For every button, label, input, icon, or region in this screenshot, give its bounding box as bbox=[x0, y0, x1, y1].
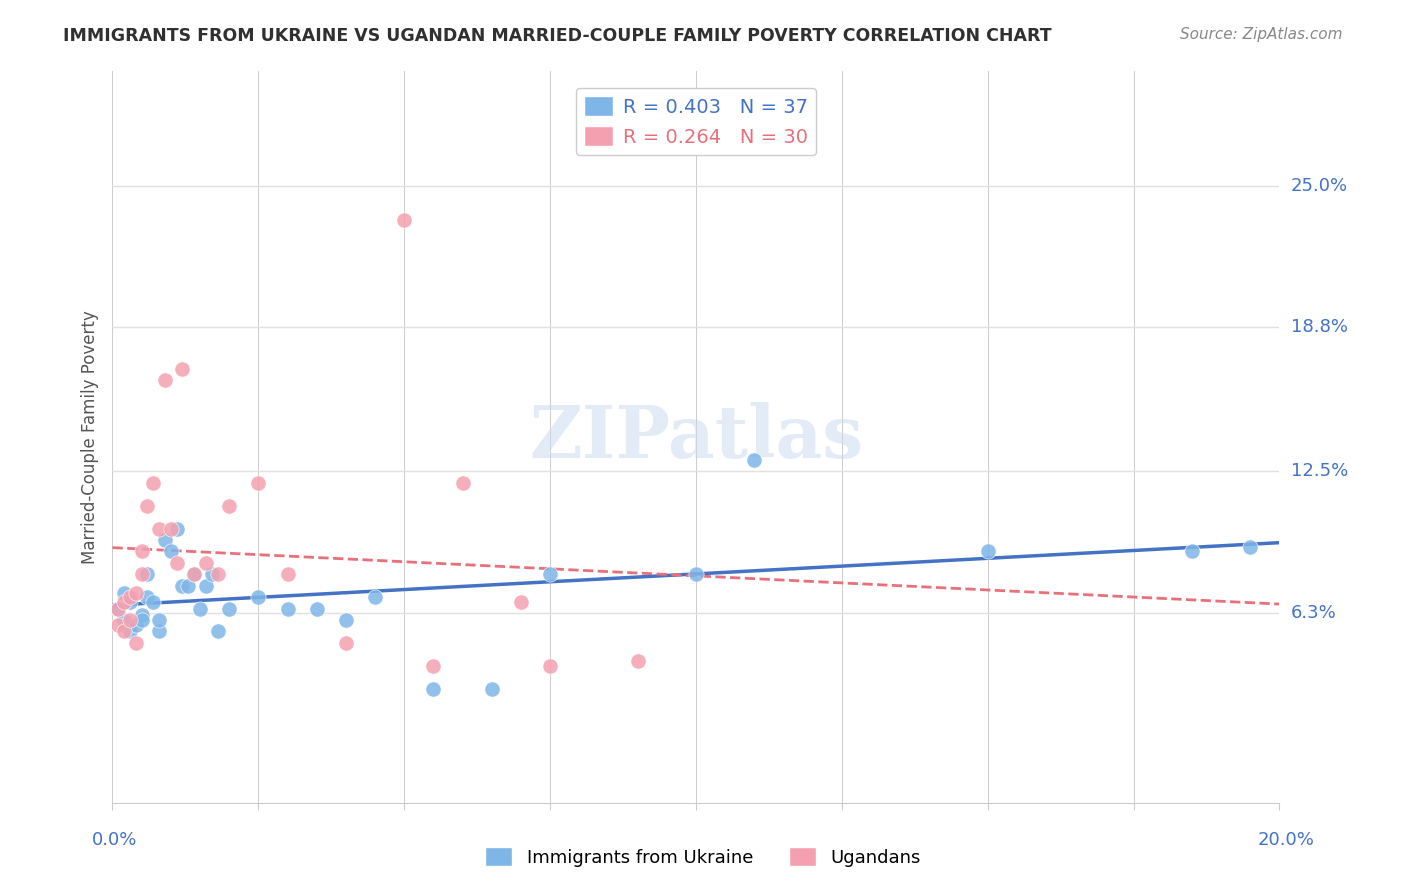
Point bbox=[194, 556, 217, 570]
Point bbox=[422, 681, 444, 696]
Point bbox=[538, 567, 561, 582]
Point bbox=[136, 567, 159, 582]
Point bbox=[451, 475, 474, 490]
Point bbox=[742, 453, 765, 467]
Point bbox=[177, 579, 200, 593]
Text: 6.3%: 6.3% bbox=[1291, 604, 1336, 622]
Point bbox=[112, 594, 135, 608]
Legend: Immigrants from Ukraine, Ugandans: Immigrants from Ukraine, Ugandans bbox=[478, 840, 928, 874]
Point bbox=[1239, 540, 1261, 554]
Point bbox=[188, 601, 211, 615]
Point bbox=[125, 617, 148, 632]
Point bbox=[194, 579, 217, 593]
Point bbox=[976, 544, 998, 558]
Point bbox=[131, 567, 153, 582]
Point bbox=[112, 613, 135, 627]
Point bbox=[112, 624, 135, 639]
Point bbox=[1181, 544, 1204, 558]
Point bbox=[335, 613, 357, 627]
Point bbox=[247, 475, 270, 490]
Point bbox=[172, 579, 194, 593]
Point bbox=[112, 585, 135, 599]
Point bbox=[131, 613, 153, 627]
Text: 12.5%: 12.5% bbox=[1291, 462, 1348, 481]
Point bbox=[148, 624, 170, 639]
Point bbox=[131, 544, 153, 558]
Point bbox=[136, 499, 159, 513]
Point bbox=[118, 594, 141, 608]
Point bbox=[153, 533, 176, 547]
Point bbox=[201, 567, 224, 582]
Text: 25.0%: 25.0% bbox=[1291, 177, 1348, 194]
Point bbox=[172, 361, 194, 376]
Point bbox=[125, 585, 148, 599]
Point bbox=[305, 601, 328, 615]
Point bbox=[218, 601, 240, 615]
Point bbox=[118, 624, 141, 639]
Point bbox=[118, 613, 141, 627]
Point bbox=[276, 601, 298, 615]
Point bbox=[148, 521, 170, 535]
Point bbox=[538, 658, 561, 673]
Point bbox=[166, 556, 188, 570]
Point bbox=[276, 567, 298, 582]
Point bbox=[160, 521, 183, 535]
Text: ZIPatlas: ZIPatlas bbox=[529, 401, 863, 473]
Point bbox=[627, 654, 650, 668]
Point bbox=[136, 590, 159, 604]
Y-axis label: Married-Couple Family Poverty: Married-Couple Family Poverty bbox=[80, 310, 98, 564]
Point bbox=[685, 567, 707, 582]
Point bbox=[107, 601, 129, 615]
Point bbox=[131, 608, 153, 623]
Point bbox=[335, 636, 357, 650]
Point bbox=[160, 544, 183, 558]
Point bbox=[142, 475, 165, 490]
Point bbox=[364, 590, 387, 604]
Point bbox=[142, 594, 165, 608]
Point bbox=[118, 590, 141, 604]
Text: 18.8%: 18.8% bbox=[1291, 318, 1347, 336]
Point bbox=[125, 636, 148, 650]
Point bbox=[481, 681, 503, 696]
Point bbox=[509, 594, 531, 608]
Point bbox=[207, 624, 229, 639]
Point bbox=[218, 499, 240, 513]
Point bbox=[183, 567, 205, 582]
Point bbox=[422, 658, 444, 673]
Point bbox=[207, 567, 229, 582]
Point bbox=[183, 567, 205, 582]
Legend: R = 0.403   N = 37, R = 0.264   N = 30: R = 0.403 N = 37, R = 0.264 N = 30 bbox=[576, 88, 815, 154]
Point bbox=[166, 521, 188, 535]
Text: Source: ZipAtlas.com: Source: ZipAtlas.com bbox=[1180, 27, 1343, 42]
Point bbox=[153, 373, 176, 387]
Point bbox=[394, 213, 416, 227]
Text: 0.0%: 0.0% bbox=[91, 831, 136, 849]
Point bbox=[148, 613, 170, 627]
Point bbox=[107, 601, 129, 615]
Point bbox=[247, 590, 270, 604]
Text: IMMIGRANTS FROM UKRAINE VS UGANDAN MARRIED-COUPLE FAMILY POVERTY CORRELATION CHA: IMMIGRANTS FROM UKRAINE VS UGANDAN MARRI… bbox=[63, 27, 1052, 45]
Point bbox=[107, 617, 129, 632]
Text: 20.0%: 20.0% bbox=[1258, 831, 1315, 849]
